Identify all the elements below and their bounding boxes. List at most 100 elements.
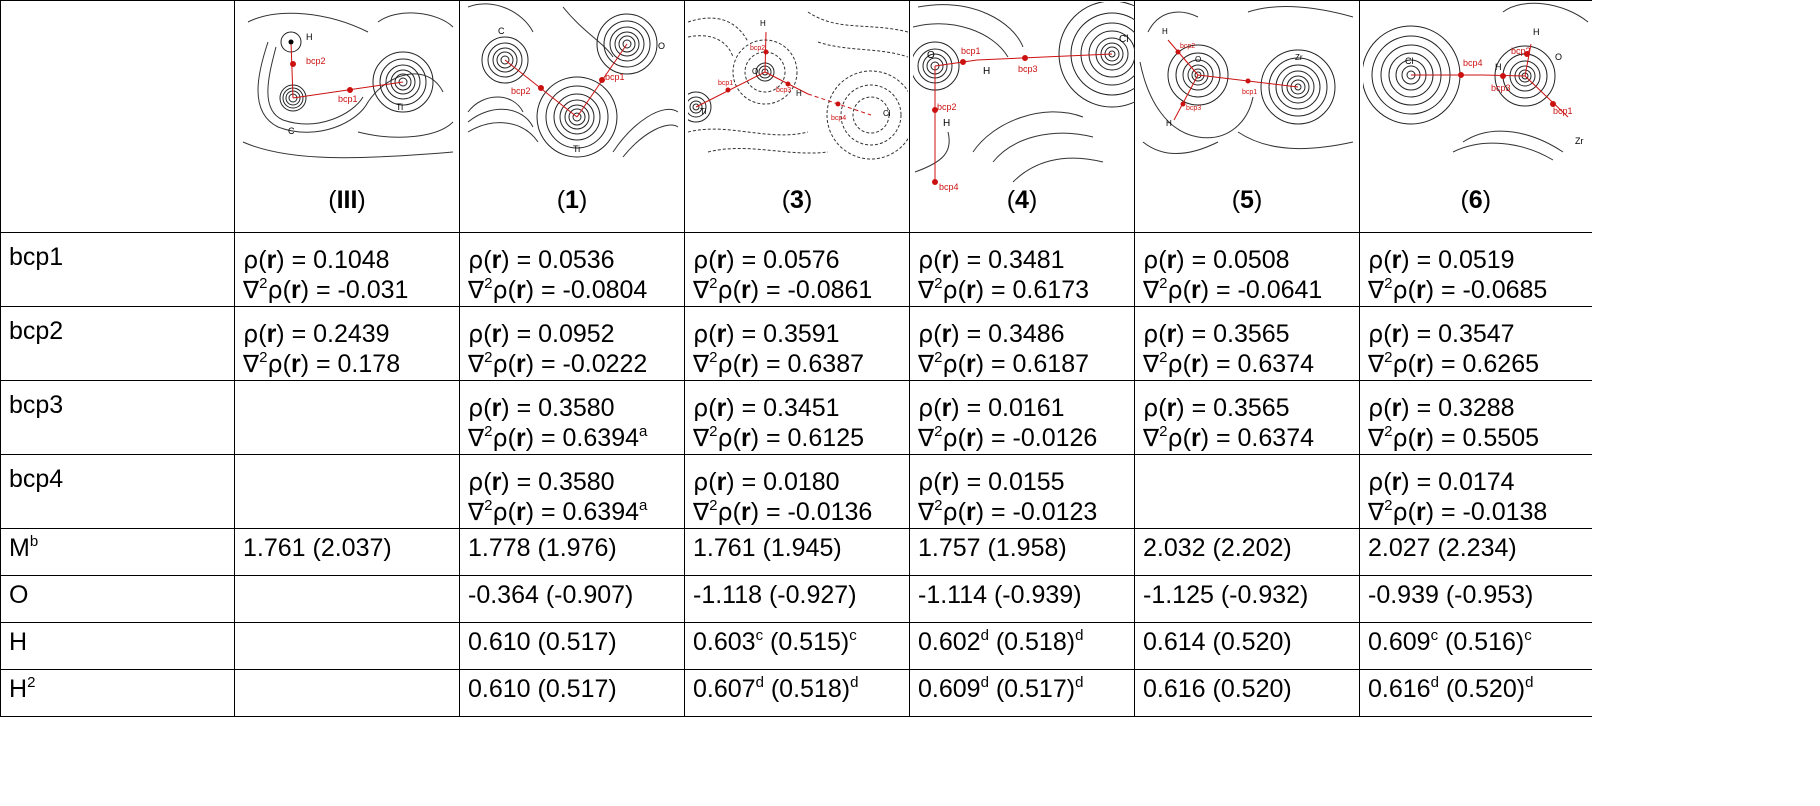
row-label: bcp3 xyxy=(0,380,235,455)
svg-text:Zr: Zr xyxy=(1575,136,1584,146)
column-label-1: (1) xyxy=(556,186,588,214)
column-header-3: bcp1 bcp2 bcp3 bcp4 H O Ti Cl H (3) xyxy=(684,0,910,233)
density-value: ρ(r) = 0.0952 xyxy=(468,320,615,348)
column-header-5: bcp2 bcp1 bcp3 H O Zr H (5) xyxy=(1134,0,1360,233)
svg-text:O: O xyxy=(927,50,935,61)
column-header-6: bcp4 bcp2 bcp3 bcp1 Cl H O H Zr (6) xyxy=(1359,0,1592,233)
cell-bcp4-6: ρ(r) = 0.0174 ∇2ρ(r) = -0.0138 xyxy=(1359,454,1592,529)
svg-text:bcp1: bcp1 xyxy=(338,94,358,104)
charge-value: 0.609d (0.517)d xyxy=(918,674,1084,703)
svg-text:H: H xyxy=(760,19,766,28)
charge-value: -1.118 (-0.927) xyxy=(693,581,857,609)
laplacian-value: ∇2ρ(r) = -0.0126 xyxy=(918,423,1098,452)
row-bcp3: bcp3 ρ(r) = 0.3580 ∇2ρ(r) = 0.6394a ρ(r) =… xyxy=(0,380,1592,455)
density-value: ρ(r) = 0.0536 xyxy=(468,246,615,274)
laplacian-value: ∇2ρ(r) = -0.0138 xyxy=(1368,497,1548,526)
charge-value: 0.603c (0.515)c xyxy=(693,627,857,656)
svg-text:H: H xyxy=(1162,27,1168,36)
laplacian-value: ∇2ρ(r) = -0.0136 xyxy=(693,497,873,526)
row-label: Mb xyxy=(0,528,235,576)
cell-bcp1-6: ρ(r) = 0.0519 ∇2ρ(r) = -0.0685 xyxy=(1359,232,1592,307)
laplacian-value: ∇2ρ(r) = -0.0861 xyxy=(693,275,873,304)
row-label: H2 xyxy=(0,669,235,717)
density-value: ρ(r) = 0.3580 xyxy=(468,468,615,496)
svg-text:bcp3: bcp3 xyxy=(776,87,791,94)
svg-text:C: C xyxy=(288,126,295,136)
cell-bcp2-6: ρ(r) = 0.3547 ∇2ρ(r) = 0.6265 xyxy=(1359,306,1592,381)
density-value: ρ(r) = 0.1048 xyxy=(243,246,390,274)
row-bcp1: bcp1 ρ(r) = 0.1048 ∇2ρ(r) = -0.031 ρ(r) = … xyxy=(0,232,1592,307)
laplacian-value: ∇2ρ(r) = 0.6125 xyxy=(693,423,864,452)
svg-text:Ti: Ti xyxy=(573,144,580,154)
cell-bcp2-III: ρ(r) = 0.2439 ∇2ρ(r) = 0.178 xyxy=(234,306,460,381)
cell-O-6: -0.939 (-0.953) xyxy=(1359,575,1592,623)
laplacian-value: ∇2ρ(r) = 0.6394a xyxy=(468,497,648,526)
svg-text:Cl: Cl xyxy=(1119,34,1128,45)
cell-H-4: 0.602d (0.518)d xyxy=(909,622,1135,670)
charge-value: 0.616d (0.520)d xyxy=(1368,674,1534,703)
density-value: ρ(r) = 0.3547 xyxy=(1368,320,1515,348)
laplacian-value: ∇2ρ(r) = -0.0222 xyxy=(468,349,648,378)
charge-value: 1.778 (1.976) xyxy=(468,534,617,562)
contour-plot-6: bcp4 bcp2 bcp3 bcp1 Cl H O H Zr xyxy=(1363,2,1589,161)
cell-bcp4-III xyxy=(234,454,460,529)
charge-value: 1.761 (1.945) xyxy=(693,534,842,562)
row-label: O xyxy=(0,575,235,623)
charge-value: 0.607d (0.518)d xyxy=(693,674,859,703)
cell-M-1: 1.778 (1.976) xyxy=(459,528,685,576)
laplacian-value: ∇2ρ(r) = 0.6265 xyxy=(1368,349,1539,378)
contour-plot-III: bcp2 bcp1 H C Ti xyxy=(242,12,454,159)
cell-M-III: 1.761 (2.037) xyxy=(234,528,460,576)
svg-text:O: O xyxy=(658,41,665,51)
svg-text:bcp3: bcp3 xyxy=(1186,105,1201,112)
svg-text:bcp1: bcp1 xyxy=(605,72,625,82)
svg-text:bcp2: bcp2 xyxy=(937,102,957,112)
cell-H2-4: 0.609d (0.517)d xyxy=(909,669,1135,717)
laplacian-value: ∇2ρ(r) = 0.178 xyxy=(243,349,401,378)
cell-O-III xyxy=(234,575,460,623)
row-M: Mb 1.761 (2.037) 1.778 (1.976) 1.761 (1.94… xyxy=(0,528,1592,576)
svg-text:O: O xyxy=(752,67,758,76)
svg-text:bcp1: bcp1 xyxy=(718,80,733,87)
qtaim-table: bcp2 bcp1 H C Ti (III) xyxy=(0,0,1592,717)
laplacian-value: ∇2ρ(r) = -0.0804 xyxy=(468,275,648,304)
density-value: ρ(r) = 0.3565 xyxy=(1143,320,1290,348)
row-H2: H2 0.610 (0.517) 0.607d (0.518)d 0.609d (… xyxy=(0,669,1592,717)
charge-value: 2.027 (2.234) xyxy=(1368,534,1517,562)
cell-M-5: 2.032 (2.202) xyxy=(1134,528,1360,576)
laplacian-value: ∇2ρ(r) = 0.6374 xyxy=(1143,349,1314,378)
charge-value: -0.939 (-0.953) xyxy=(1368,581,1534,609)
cell-O-1: -0.364 (-0.907) xyxy=(459,575,685,623)
charge-value: -0.364 (-0.907) xyxy=(468,581,634,609)
row-bcp2: bcp2 ρ(r) = 0.2439 ∇2ρ(r) = 0.178 ρ(r) = 0… xyxy=(0,306,1592,381)
svg-text:bcp2: bcp2 xyxy=(750,45,765,52)
density-value: ρ(r) = 0.3580 xyxy=(468,394,615,422)
cell-bcp2-1: ρ(r) = 0.0952 ∇2ρ(r) = -0.0222 xyxy=(459,306,685,381)
laplacian-value: ∇2ρ(r) = -0.031 xyxy=(243,275,409,304)
laplacian-value: ∇2ρ(r) = 0.6187 xyxy=(918,349,1089,378)
cell-M-6: 2.027 (2.234) xyxy=(1359,528,1592,576)
cell-bcp1-1: ρ(r) = 0.0536 ∇2ρ(r) = -0.0804 xyxy=(459,232,685,307)
density-value: ρ(r) = 0.0155 xyxy=(918,468,1065,496)
cell-H-6: 0.609c (0.516)c xyxy=(1359,622,1592,670)
svg-text:H: H xyxy=(1533,27,1540,37)
cell-H-1: 0.610 (0.517) xyxy=(459,622,685,670)
cell-O-5: -1.125 (-0.932) xyxy=(1134,575,1360,623)
cell-bcp3-3: ρ(r) = 0.3451 ∇2ρ(r) = 0.6125 xyxy=(684,380,910,455)
density-value: ρ(r) = 0.0508 xyxy=(1143,246,1290,274)
density-value: ρ(r) = 0.3565 xyxy=(1143,394,1290,422)
contour-plot-1: bcp1 bcp2 C O Ti xyxy=(467,3,679,158)
cell-bcp4-3: ρ(r) = 0.0180 ∇2ρ(r) = -0.0136 xyxy=(684,454,910,529)
svg-text:O: O xyxy=(1195,55,1201,64)
cell-H2-6: 0.616d (0.520)d xyxy=(1359,669,1592,717)
cell-bcp2-5: ρ(r) = 0.3565 ∇2ρ(r) = 0.6374 xyxy=(1134,306,1360,381)
svg-text:H: H xyxy=(1166,119,1172,128)
row-H: H 0.610 (0.517) 0.603c (0.515)c 0.602d (0… xyxy=(0,622,1592,670)
cell-bcp4-1: ρ(r) = 0.3580 ∇2ρ(r) = 0.6394a xyxy=(459,454,685,529)
cell-O-3: -1.118 (-0.927) xyxy=(684,575,910,623)
corner-cell xyxy=(0,0,235,233)
density-value: ρ(r) = 0.0161 xyxy=(918,394,1065,422)
density-value: ρ(r) = 0.3288 xyxy=(1368,394,1515,422)
charge-value: 2.032 (2.202) xyxy=(1143,534,1292,562)
row-bcp4: bcp4 ρ(r) = 0.3580 ∇2ρ(r) = 0.6394a ρ(r) =… xyxy=(0,454,1592,529)
